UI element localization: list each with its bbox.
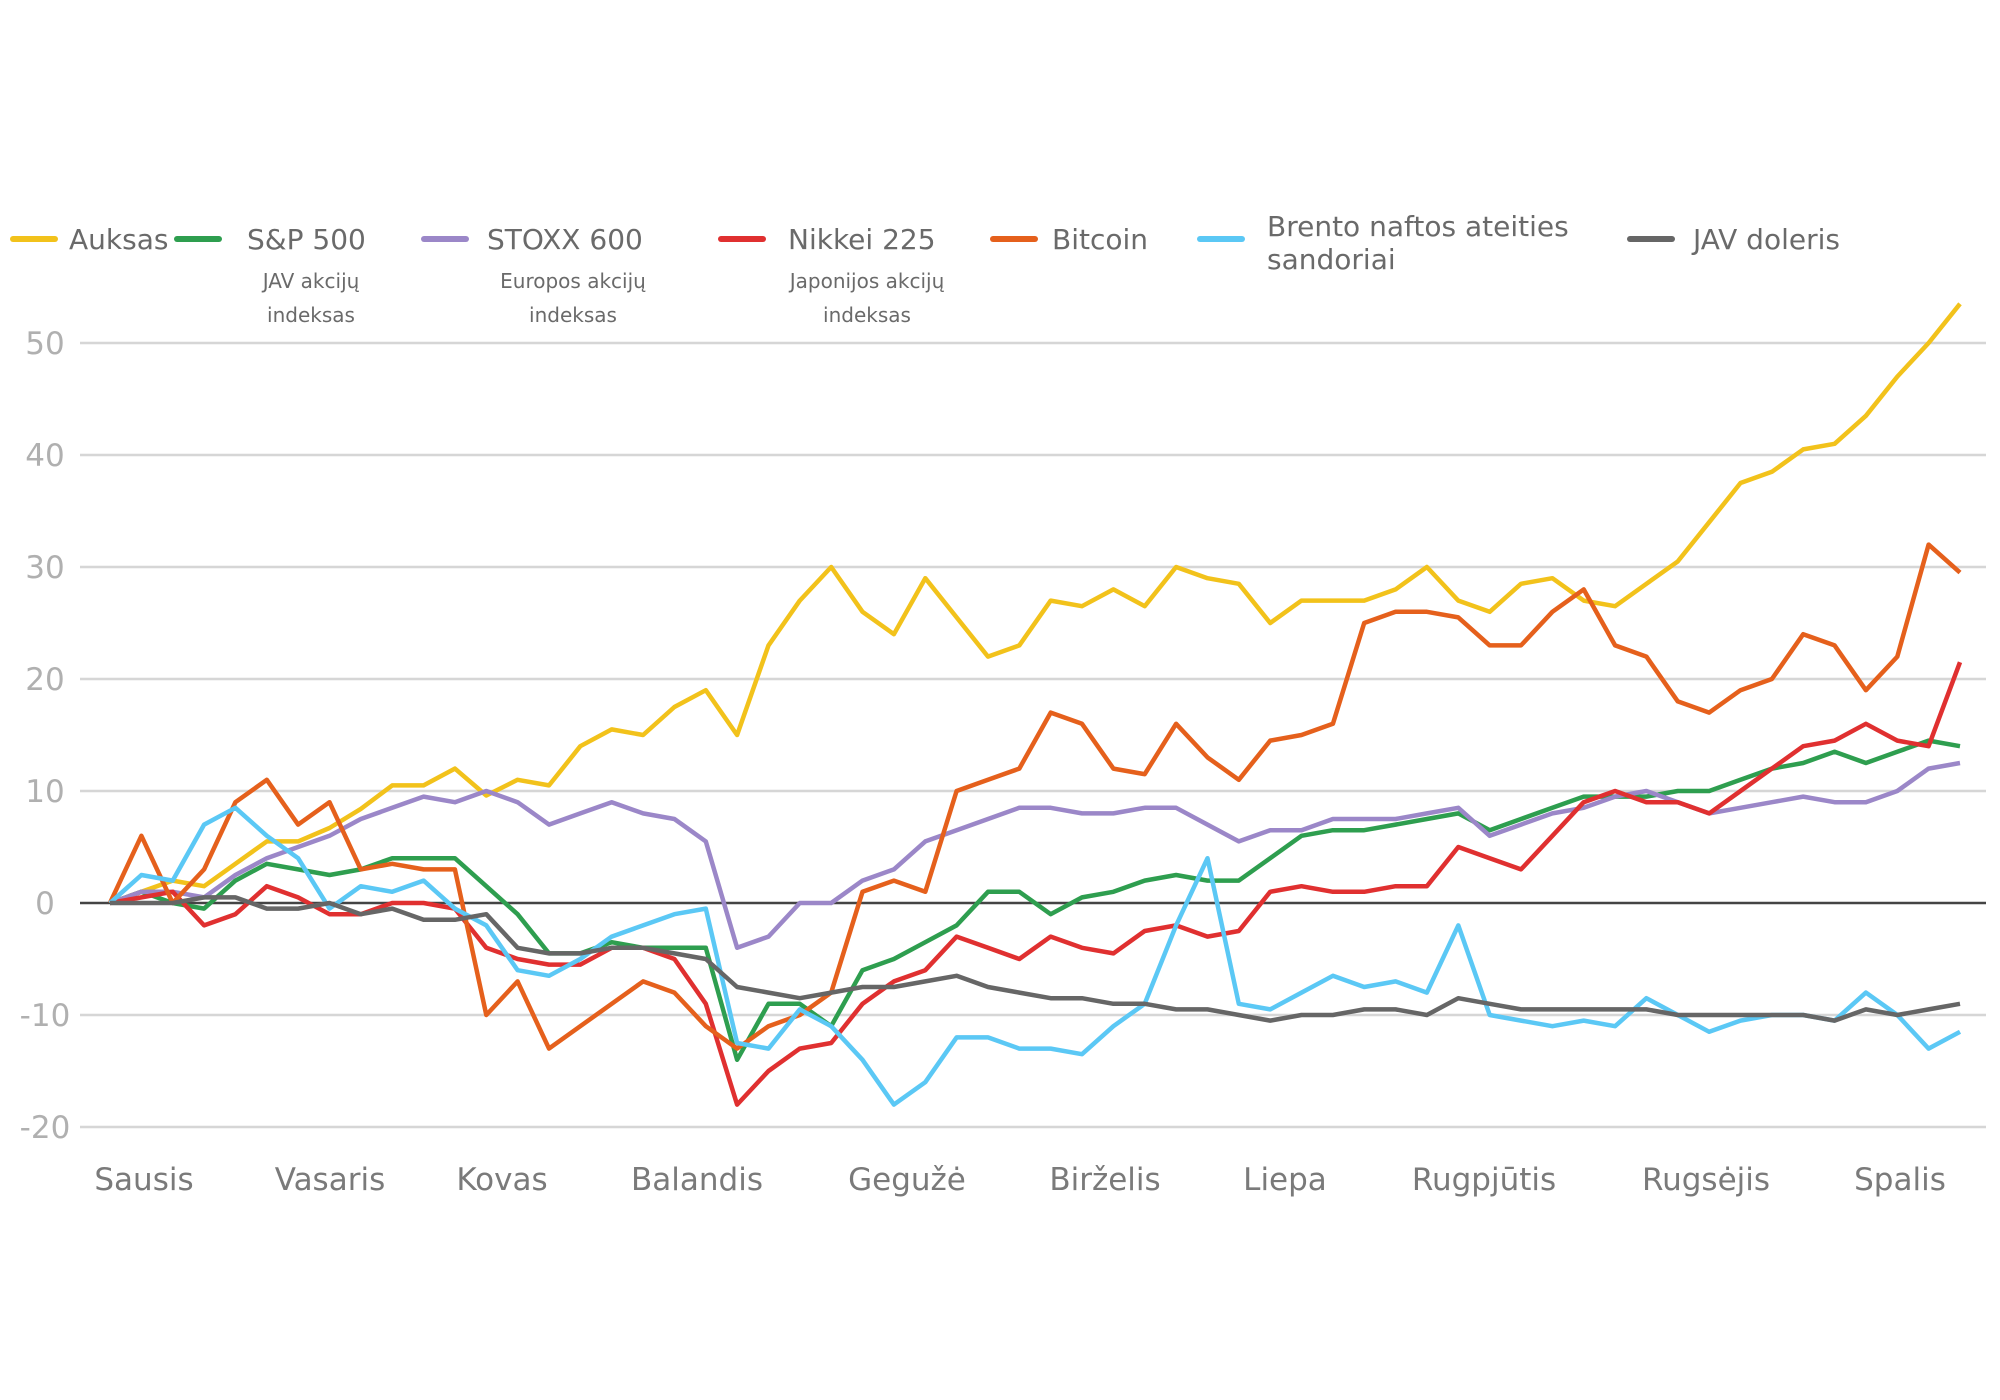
- x-tick-label: Liepa: [1243, 1162, 1327, 1198]
- legend-item: Auksas: [10, 223, 168, 256]
- x-tick-label: Kovas: [456, 1162, 547, 1198]
- series-lines: [107, 302, 1963, 1107]
- gridlines: [80, 341, 1986, 1129]
- legend-item: S&P 500 JAV akcijų indeksas: [174, 223, 366, 327]
- legend-label: Brento naftos ateities: [1267, 210, 1569, 243]
- legend-label: Auksas: [69, 223, 168, 256]
- legend-item: STOXX 600 Europos akcijų indeksas: [421, 223, 646, 327]
- y-tick-label: 30: [25, 550, 64, 586]
- y-axis: 50 40 30 20 10 0 -10 -20: [20, 326, 71, 1146]
- legend-sublabel: indeksas: [529, 303, 617, 327]
- legend-sublabel: Europos akcijų: [500, 269, 646, 293]
- legend-sublabel: indeksas: [267, 303, 355, 327]
- legend-label: Bitcoin: [1052, 223, 1148, 256]
- x-tick-label: Rugpjūtis: [1412, 1162, 1556, 1198]
- y-tick-label: 50: [25, 326, 64, 362]
- x-tick-label: Birželis: [1049, 1162, 1160, 1198]
- legend-label: STOXX 600: [487, 223, 643, 256]
- legend-item: Bitcoin: [990, 223, 1148, 256]
- legend-item: JAV doleris: [1627, 223, 1840, 256]
- x-tick-label: Rugsėjis: [1642, 1162, 1770, 1198]
- series-line-s-p-500: [109, 738, 1961, 1063]
- legend-sublabel: indeksas: [823, 303, 911, 327]
- x-tick-label: Sausis: [94, 1162, 193, 1198]
- y-tick-label: 20: [25, 662, 64, 698]
- x-tick-label: Vasaris: [275, 1162, 385, 1198]
- legend-sublabel: JAV akcijų: [261, 269, 360, 293]
- series-line-stoxx-600: [109, 760, 1961, 951]
- legend-item: Nikkei 225 Japonijos akcijų indeksas: [718, 223, 945, 327]
- x-axis: Sausis Vasaris Kovas Balandis Gegužė Birželis…: [94, 1162, 1945, 1198]
- series-line-nikkei-225: [109, 661, 1963, 1107]
- legend-sublabel: Japonijos akcijų: [788, 269, 945, 293]
- y-tick-label: -10: [20, 998, 71, 1034]
- y-tick-label: -20: [20, 1110, 71, 1146]
- y-tick-label: 0: [35, 886, 55, 922]
- y-tick-label: 40: [25, 438, 64, 474]
- legend-label: S&P 500: [247, 223, 366, 256]
- series-line-bitcoin: [107, 542, 1962, 1051]
- series-line-jav-doleris: [110, 895, 1961, 1023]
- legend-label: JAV doleris: [1691, 223, 1840, 256]
- series-line-auksas: [109, 302, 1962, 906]
- y-tick-label: 10: [25, 774, 64, 810]
- legend-label: Nikkei 225: [788, 223, 936, 256]
- x-tick-label: Spalis: [1854, 1162, 1946, 1198]
- x-tick-label: Gegužė: [848, 1162, 966, 1198]
- x-tick-label: Balandis: [631, 1162, 763, 1198]
- series-line-brento-naftos-ateities-sandoriai: [108, 805, 1962, 1107]
- legend-label: sandoriai: [1267, 243, 1396, 276]
